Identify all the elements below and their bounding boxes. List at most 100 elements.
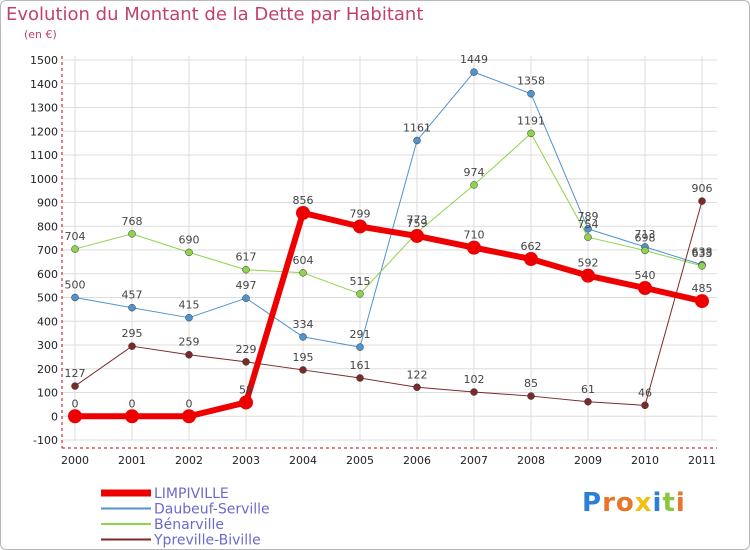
x-tick-label: 2010 (631, 454, 659, 467)
data-label: 710 (464, 229, 485, 242)
data-point (581, 268, 595, 283)
data-label: 633 (692, 247, 713, 260)
y-tick-label: 1500 (30, 54, 58, 67)
data-label: 540 (635, 269, 656, 282)
x-tick-label: 2004 (289, 454, 317, 467)
proxiti-logo: Proxiti (582, 488, 686, 518)
data-label: 690 (179, 233, 200, 246)
data-label: 295 (122, 327, 143, 340)
data-label: 974 (464, 166, 485, 179)
data-label: 0 (72, 397, 79, 410)
data-point (527, 129, 535, 138)
y-tick-label: 1400 (30, 78, 58, 91)
data-point (527, 392, 535, 400)
data-point (128, 303, 136, 312)
data-point (185, 313, 193, 322)
data-point (68, 409, 82, 424)
y-tick-label: 1300 (30, 102, 58, 115)
x-tick-label: 2008 (517, 454, 545, 467)
data-point (353, 219, 367, 234)
logo-letter: r (602, 488, 616, 518)
x-tick-label: 2011 (688, 454, 716, 467)
data-label: 592 (578, 257, 599, 270)
y-tick-label: -100 (33, 434, 58, 447)
data-label: 1449 (460, 53, 488, 66)
data-label: 1191 (517, 114, 545, 127)
data-label: 789 (578, 210, 599, 223)
logo-letter: i (675, 488, 686, 518)
data-point (356, 343, 364, 351)
data-point (242, 294, 250, 302)
data-label: 638 (692, 246, 713, 259)
data-label: 698 (635, 231, 656, 244)
data-label: 122 (407, 368, 428, 381)
series-line (74, 132, 703, 295)
data-point (413, 383, 421, 392)
data-point (638, 281, 652, 295)
x-tick-label: 2000 (61, 454, 89, 467)
y-tick-label: 400 (37, 315, 58, 328)
data-point (71, 245, 79, 253)
data-point (695, 294, 709, 309)
data-label: 415 (179, 299, 200, 312)
data-label: 334 (293, 318, 314, 331)
legend-label: Daubeuf-Serville (154, 502, 270, 518)
x-tick-label: 2007 (460, 454, 488, 467)
data-point (410, 228, 424, 243)
data-point (242, 358, 250, 366)
data-point (299, 366, 307, 374)
data-label: 754 (578, 218, 599, 231)
data-point (641, 401, 649, 410)
data-label: 497 (236, 279, 257, 292)
x-tick-label: 2006 (403, 454, 431, 467)
y-tick-label: 600 (37, 268, 58, 281)
logo-letter: t (662, 488, 676, 518)
y-tick-label: 1000 (30, 173, 58, 186)
logo-letter: i (652, 488, 663, 518)
x-tick-label: 2002 (175, 454, 203, 467)
data-point (470, 388, 478, 396)
data-point (470, 68, 478, 76)
chart-unit-label: (en €) (24, 28, 57, 41)
data-label: 229 (236, 343, 257, 356)
data-label: 704 (65, 230, 86, 243)
data-point (125, 409, 139, 424)
data-point (182, 409, 196, 424)
data-label: 58 (239, 383, 253, 396)
data-point (185, 248, 193, 257)
y-tick-label: 500 (37, 292, 58, 305)
legend-label: Ypreville-Biville (153, 533, 261, 549)
data-point (356, 374, 364, 382)
x-tick-label: 2003 (232, 454, 260, 467)
data-label: 0 (129, 397, 136, 410)
y-tick-label: 200 (37, 363, 58, 376)
data-label: 856 (293, 194, 314, 207)
data-label: 291 (350, 328, 371, 341)
x-tick-label: 2009 (574, 454, 602, 467)
data-label: 85 (524, 377, 538, 390)
logo-letter: o (615, 488, 635, 518)
chart-title: Evolution du Montant de la Dette par Hab… (6, 4, 424, 25)
data-point (413, 136, 421, 145)
y-tick-label: 1100 (30, 149, 58, 162)
legend-label: Bénarville (154, 517, 224, 533)
data-label: 759 (407, 217, 428, 230)
series-line (74, 71, 703, 348)
x-tick-label: 2005 (346, 454, 374, 467)
x-tick-label: 2001 (118, 454, 146, 467)
data-point (239, 395, 253, 410)
data-point (641, 246, 649, 255)
data-point (128, 230, 136, 238)
data-point (356, 290, 364, 298)
data-point (698, 197, 706, 205)
logo-letter: x (634, 488, 653, 518)
data-point (296, 205, 310, 220)
data-point (242, 265, 250, 274)
data-point (185, 350, 193, 359)
data-label: 713 (635, 228, 656, 241)
data-point (71, 293, 79, 302)
data-label: 0 (186, 397, 193, 410)
data-point (71, 382, 79, 390)
y-tick-label: 100 (37, 387, 58, 400)
